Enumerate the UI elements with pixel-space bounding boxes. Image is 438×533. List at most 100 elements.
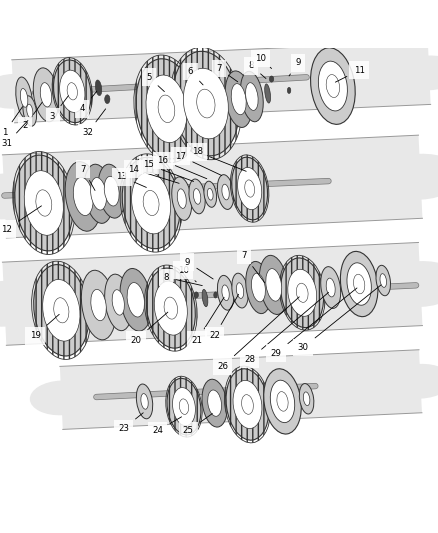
Ellipse shape	[136, 59, 197, 159]
Ellipse shape	[222, 184, 229, 200]
Ellipse shape	[197, 89, 215, 118]
Ellipse shape	[251, 273, 265, 302]
Ellipse shape	[184, 68, 228, 139]
Text: 32: 32	[82, 109, 106, 138]
Ellipse shape	[208, 390, 222, 416]
Ellipse shape	[287, 87, 291, 93]
Text: 30: 30	[297, 285, 381, 352]
Ellipse shape	[232, 157, 268, 220]
Ellipse shape	[67, 83, 78, 100]
Ellipse shape	[98, 164, 125, 218]
Ellipse shape	[23, 96, 37, 126]
Ellipse shape	[189, 179, 205, 214]
Ellipse shape	[95, 80, 102, 95]
Ellipse shape	[389, 364, 438, 399]
Text: 9: 9	[185, 257, 213, 279]
Ellipse shape	[398, 55, 438, 90]
Ellipse shape	[318, 61, 347, 111]
Text: 18: 18	[191, 147, 246, 171]
Ellipse shape	[27, 104, 33, 118]
Ellipse shape	[0, 74, 45, 109]
Ellipse shape	[158, 95, 175, 123]
Ellipse shape	[269, 76, 274, 82]
Ellipse shape	[246, 262, 271, 313]
Ellipse shape	[204, 181, 216, 207]
Ellipse shape	[84, 164, 113, 223]
Ellipse shape	[277, 392, 288, 411]
Text: 7: 7	[216, 64, 238, 82]
Ellipse shape	[245, 180, 254, 197]
Ellipse shape	[105, 274, 132, 330]
Text: 12: 12	[1, 206, 42, 234]
Ellipse shape	[16, 77, 32, 119]
Ellipse shape	[154, 281, 187, 335]
Ellipse shape	[233, 381, 262, 429]
Text: 1: 1	[2, 107, 22, 138]
Ellipse shape	[265, 84, 271, 103]
Ellipse shape	[246, 83, 258, 110]
Text: 2: 2	[23, 102, 42, 130]
Text: 8: 8	[249, 61, 266, 78]
Ellipse shape	[194, 189, 201, 204]
Text: 16: 16	[157, 156, 207, 179]
Ellipse shape	[73, 177, 93, 215]
Ellipse shape	[281, 258, 324, 328]
Text: 28: 28	[244, 293, 328, 364]
Ellipse shape	[120, 269, 152, 331]
Ellipse shape	[143, 190, 159, 215]
Ellipse shape	[65, 161, 101, 231]
Polygon shape	[60, 350, 422, 430]
Ellipse shape	[217, 175, 234, 209]
Text: 4: 4	[80, 91, 97, 114]
Ellipse shape	[297, 283, 308, 302]
Ellipse shape	[136, 384, 153, 419]
Polygon shape	[12, 42, 431, 123]
Text: 10: 10	[255, 54, 272, 69]
Ellipse shape	[259, 255, 288, 314]
Ellipse shape	[340, 252, 378, 317]
Ellipse shape	[225, 71, 252, 127]
Ellipse shape	[112, 290, 124, 315]
Text: 9: 9	[289, 58, 300, 76]
Ellipse shape	[131, 172, 171, 234]
Ellipse shape	[326, 75, 339, 98]
Text: 29: 29	[271, 288, 357, 358]
Ellipse shape	[207, 188, 213, 200]
Ellipse shape	[60, 70, 85, 112]
Text: 15: 15	[143, 160, 194, 181]
Ellipse shape	[270, 380, 295, 423]
Ellipse shape	[299, 384, 314, 414]
Ellipse shape	[380, 273, 386, 287]
Ellipse shape	[232, 273, 248, 308]
Ellipse shape	[321, 266, 341, 309]
Ellipse shape	[164, 297, 177, 319]
Ellipse shape	[226, 369, 269, 440]
Ellipse shape	[15, 155, 73, 251]
Text: 7: 7	[81, 165, 95, 190]
Ellipse shape	[34, 264, 89, 356]
Ellipse shape	[173, 387, 195, 426]
Ellipse shape	[202, 289, 208, 306]
Ellipse shape	[33, 68, 59, 122]
Ellipse shape	[194, 292, 198, 298]
Ellipse shape	[177, 189, 186, 208]
Ellipse shape	[20, 88, 28, 107]
Ellipse shape	[91, 177, 106, 210]
Ellipse shape	[326, 278, 335, 297]
Ellipse shape	[40, 83, 52, 107]
Ellipse shape	[53, 60, 91, 123]
Text: 3: 3	[50, 96, 68, 121]
Polygon shape	[3, 135, 422, 238]
Ellipse shape	[0, 281, 46, 327]
Ellipse shape	[81, 270, 116, 340]
Text: 10: 10	[177, 265, 196, 282]
Ellipse shape	[240, 71, 263, 122]
Ellipse shape	[379, 261, 438, 307]
Ellipse shape	[214, 292, 217, 298]
Text: 8: 8	[164, 273, 202, 286]
Ellipse shape	[0, 173, 46, 220]
Polygon shape	[3, 243, 422, 345]
Ellipse shape	[122, 157, 180, 249]
Ellipse shape	[172, 177, 192, 220]
Ellipse shape	[179, 399, 189, 415]
